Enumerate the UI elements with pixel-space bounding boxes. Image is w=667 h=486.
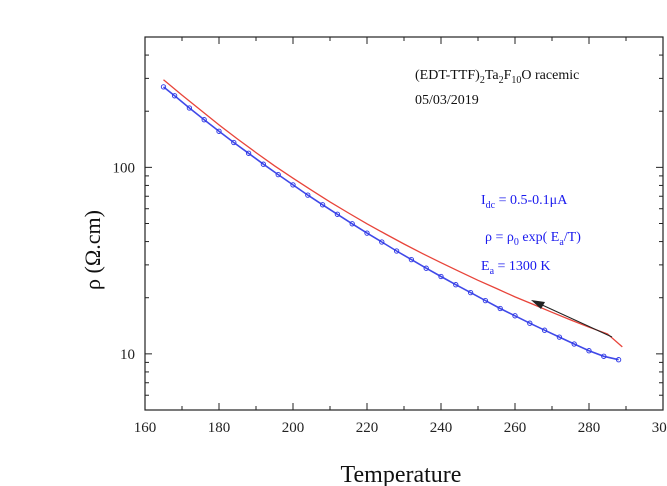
data-point [482, 297, 489, 304]
data-point [171, 93, 178, 99]
date-annotation: 05/03/2019 [415, 93, 479, 108]
y-tick-label: 10 [120, 347, 135, 363]
data-point [216, 128, 222, 134]
data-point [615, 357, 622, 363]
data-point [186, 105, 193, 111]
sample-annotation: (EDT-TTF)2Ta2F10O racemic [415, 68, 579, 86]
data-point [497, 305, 503, 312]
data-point [379, 239, 385, 245]
data-point [260, 161, 267, 167]
data-point [364, 230, 370, 236]
y-axis-title: ρ (Ω.cm) [80, 210, 105, 290]
data-point [408, 256, 415, 263]
data-point [201, 117, 207, 123]
x-tick-label: 160 [134, 420, 157, 436]
data-point [319, 202, 326, 208]
data-point [571, 341, 577, 347]
data-point [393, 248, 400, 254]
data-point [586, 348, 592, 354]
data-point [423, 265, 429, 271]
fit-line [163, 79, 623, 348]
data-point [527, 320, 533, 326]
data-point [290, 182, 296, 188]
activation-law-annotation: ρ = ρ0 exp( Ea/T) [485, 230, 581, 248]
data-point [601, 353, 607, 359]
data-point [231, 139, 237, 146]
data-point [245, 150, 252, 156]
x-tick-label: 280 [578, 420, 601, 436]
y-axis: 10 100 [113, 54, 663, 396]
x-axis-title: Temperature [341, 462, 462, 486]
data-point [453, 282, 459, 288]
x-tick-label: 180 [208, 420, 231, 436]
data-point [512, 313, 518, 319]
data-point [275, 171, 281, 178]
x-tick-label: 300 [652, 420, 667, 436]
y-tick-label: 100 [113, 160, 136, 176]
data-point [334, 211, 341, 217]
data-point [556, 334, 563, 340]
x-tick-label: 240 [430, 420, 453, 436]
measured-line [162, 86, 619, 361]
x-axis: 160 180 200 220 240 260 280 300 [134, 37, 667, 436]
data-point [438, 273, 444, 280]
data-point [467, 289, 474, 296]
x-tick-label: 200 [282, 420, 305, 436]
x-tick-label: 260 [504, 420, 527, 436]
sweep-direction-arrow [531, 300, 613, 338]
data-point [305, 192, 311, 198]
x-tick-label: 220 [356, 420, 379, 436]
measured-series [160, 84, 622, 363]
plot-frame [144, 36, 664, 411]
data-point [541, 327, 548, 333]
fit-series [163, 79, 623, 348]
data-point [160, 84, 167, 90]
current-annotation: Idc = 0.5-0.1μA [481, 193, 568, 211]
activation-energy-annotation: Ea = 1300 K [481, 259, 551, 277]
data-point [349, 221, 355, 227]
